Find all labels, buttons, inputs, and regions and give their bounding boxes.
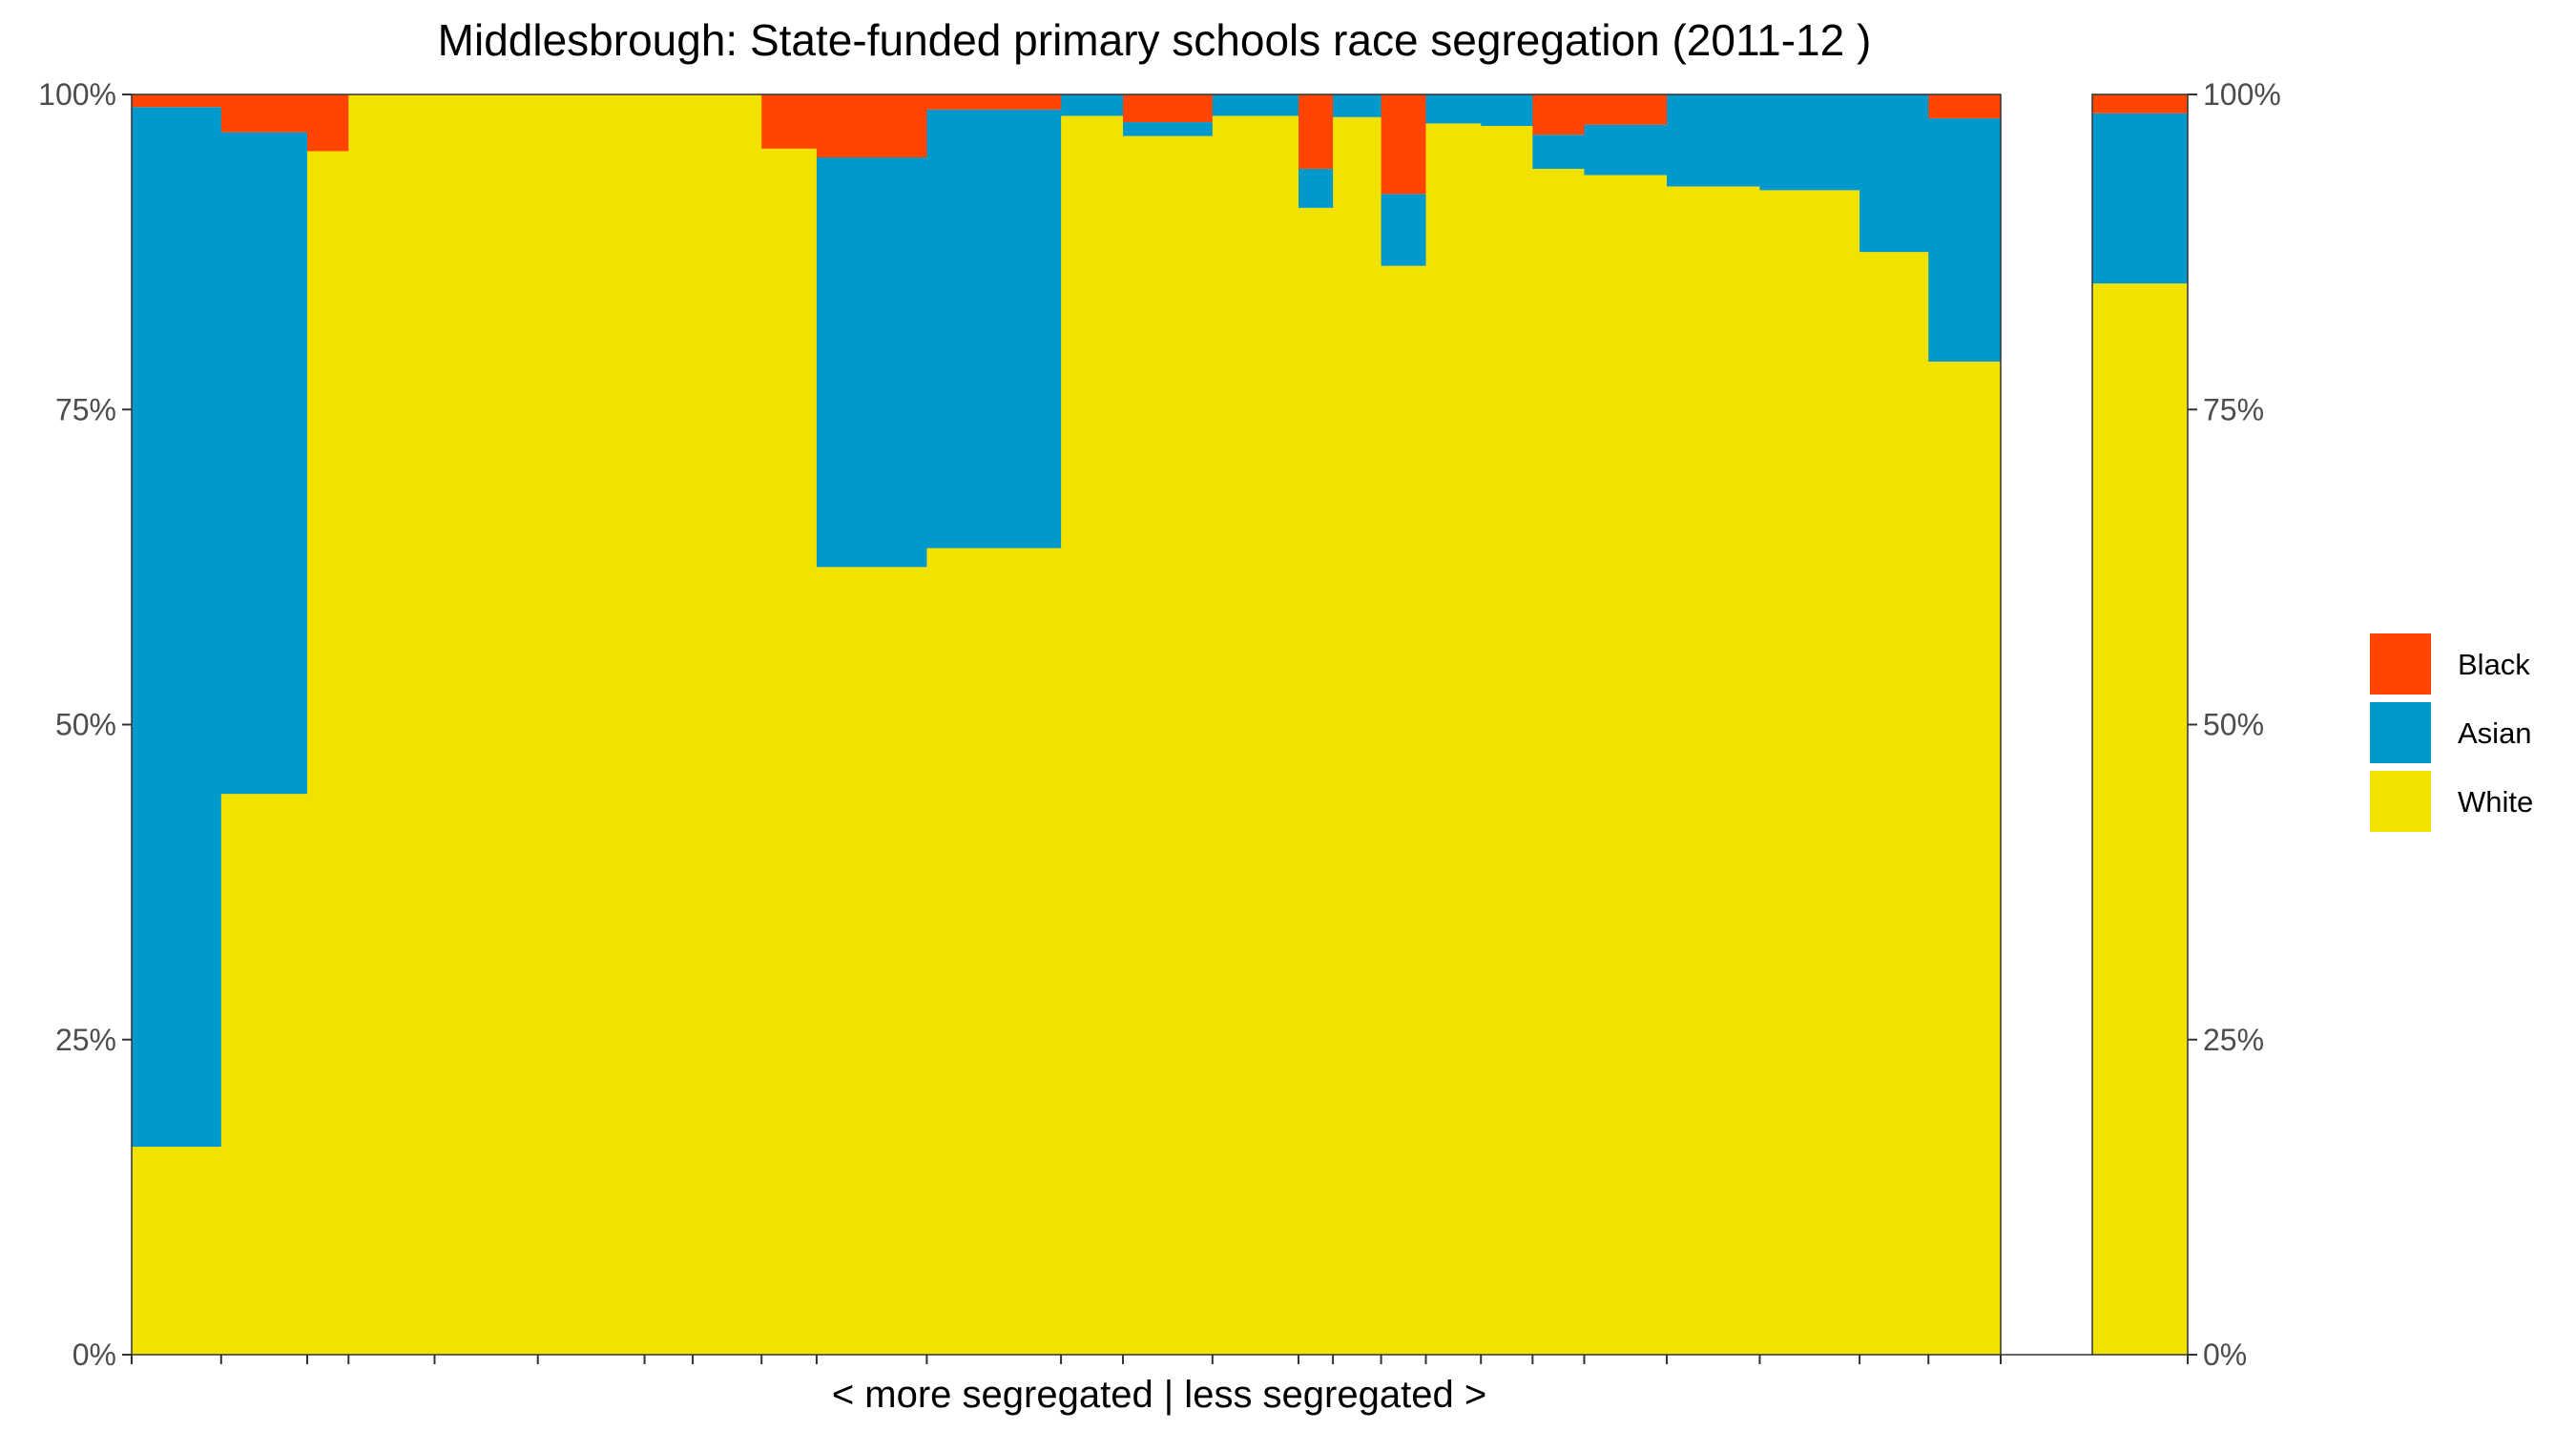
- bar-segment-white: [537, 94, 646, 1355]
- bar-segment-asian: [1061, 94, 1124, 116]
- legend-key-white: [2370, 771, 2431, 832]
- bar-segment-white: [1425, 123, 1482, 1355]
- y-tick-label-right: 0%: [2203, 1338, 2247, 1372]
- bar-segment-asian: [1298, 168, 1334, 208]
- bar-segment-asian: [1667, 94, 1761, 187]
- bar-segment-white: [1928, 362, 2002, 1355]
- bar-segment-black: [1584, 94, 1668, 125]
- bar-segment-black: [220, 94, 308, 133]
- bar-segment-white: [1212, 115, 1299, 1356]
- bar-segment-asian: [1584, 124, 1668, 176]
- bar-segment-white: [1381, 265, 1427, 1355]
- bar-segment-asian: [1481, 94, 1533, 127]
- overall-bar-white: [2092, 283, 2188, 1355]
- bar-segment-white: [434, 94, 539, 1355]
- y-tick-label-right: 50%: [2203, 708, 2264, 742]
- bar-segment-white: [348, 94, 436, 1355]
- bar-segment-black: [1532, 94, 1586, 135]
- bar-segment-asian: [1759, 94, 1860, 191]
- bar-segment-black: [761, 94, 818, 149]
- bar-segment-white: [926, 548, 1062, 1355]
- chart-title: Middlesbrough: State-funded primary scho…: [438, 15, 1872, 65]
- bar-segment-asian: [1333, 94, 1382, 117]
- bar-segment-white: [1759, 190, 1860, 1355]
- y-tick-label-right: 25%: [2203, 1023, 2264, 1057]
- bar-segment-white: [761, 148, 818, 1355]
- bar-segment-asian: [1532, 135, 1586, 169]
- legend-key-asian: [2370, 702, 2431, 763]
- bar-segment-asian: [1859, 94, 1929, 253]
- bar-segment-white: [1532, 168, 1586, 1356]
- bar-segment-black: [1123, 94, 1214, 123]
- bar-segment-white: [693, 94, 762, 1355]
- y-tick-label-left: 100%: [38, 77, 116, 112]
- bar-segment-white: [132, 1147, 222, 1356]
- plot-area: [132, 94, 2188, 1356]
- y-tick-label-left: 0%: [73, 1338, 116, 1372]
- bar-segment-asian: [220, 132, 308, 795]
- bar-segment-asian: [926, 109, 1062, 549]
- bar-segment-asian: [816, 157, 927, 568]
- y-tick-label-left: 75%: [55, 392, 116, 426]
- legend-label-asian: Asian: [2458, 716, 2532, 750]
- bar-segment-asian: [1928, 118, 2002, 363]
- bar-segment-white: [1298, 207, 1334, 1355]
- bar-segment-white: [1123, 135, 1214, 1356]
- bar-segment-black: [1928, 94, 2002, 119]
- legend: Black Asian White: [2370, 633, 2533, 832]
- overall-bar-asian: [2092, 113, 2188, 284]
- overall-bar-black: [2092, 94, 2188, 114]
- y-tick-label-left: 50%: [55, 708, 116, 742]
- bar-segment-white: [644, 94, 694, 1355]
- bar-segment-black: [1381, 94, 1427, 195]
- bar-segment-black: [132, 94, 222, 108]
- bar-segment-white: [1667, 186, 1761, 1356]
- y-tick-label-right: 75%: [2203, 392, 2264, 426]
- legend-key-black: [2370, 633, 2431, 695]
- y-tick-label-right: 100%: [2203, 77, 2281, 112]
- bar-segment-black: [926, 94, 1062, 110]
- axes: 0% 0% 25% 25% 50% 50% 75% 75% 100% 100%: [38, 77, 2281, 1372]
- bar-segment-asian: [1123, 122, 1214, 136]
- bar-segment-asian: [1425, 94, 1482, 124]
- bar-segment-black: [816, 94, 927, 158]
- bar-segment-white: [1584, 175, 1668, 1355]
- bar-segment-white: [1333, 116, 1382, 1355]
- legend-label-black: Black: [2458, 648, 2530, 681]
- bar-segment-black: [1298, 94, 1334, 169]
- x-axis-label: < more segregated | less segregated >: [832, 1374, 1486, 1416]
- bar-segment-white: [1481, 126, 1533, 1355]
- bar-segment-black: [306, 94, 349, 152]
- legend-label-white: White: [2458, 785, 2533, 819]
- y-tick-label-left: 25%: [55, 1023, 116, 1057]
- bar-segment-white: [1859, 252, 1929, 1356]
- bar-segment-white: [306, 151, 349, 1356]
- bar-segment-asian: [1212, 94, 1299, 116]
- bar-segment-asian: [1381, 194, 1427, 266]
- bar-segment-white: [816, 567, 927, 1356]
- bar-segment-white: [220, 794, 308, 1355]
- bar-segment-white: [1061, 115, 1124, 1356]
- bar-segment-asian: [132, 107, 222, 1148]
